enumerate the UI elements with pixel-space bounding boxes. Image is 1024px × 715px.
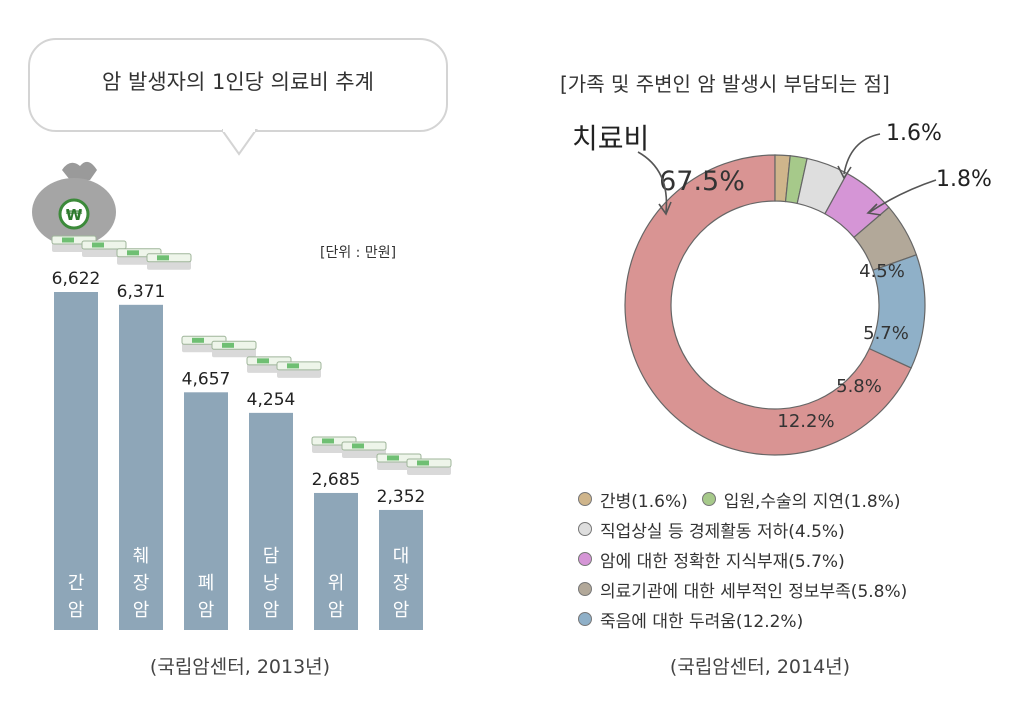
- title-bubble: [28, 38, 448, 132]
- cash-stack-icon: [181, 335, 257, 358]
- bar-6: [379, 509, 423, 630]
- callout-label-1-6: 1.6%: [886, 121, 942, 146]
- legend-swatch-5: [578, 582, 592, 596]
- won-symbol: ₩: [66, 206, 83, 224]
- bar-3: [184, 392, 228, 630]
- legend-row: 죽음에 대한 두려움(12.2%): [578, 604, 907, 634]
- legend-label-6: 죽음에 대한 두려움(12.2%): [600, 611, 804, 632]
- bar-value-label-2: 6,371: [117, 282, 166, 302]
- cash-stack-icon: [246, 356, 322, 378]
- bar-chart: ₩ [단위 : 만원] 6,622 간 암 6,371 췌 장 암 4,657 폐 암 4,254 담…: [32, 161, 452, 630]
- cash-stack-icon: [376, 453, 452, 475]
- donut-value-label-4: 4.5%: [859, 261, 905, 282]
- legend-label-5: 의료기관에 대한 세부적인 정보부족(5.8%): [600, 581, 908, 602]
- bar-2: [119, 304, 163, 630]
- legend-row: 간병(1.6%) 입원,수술의 지연(1.8%): [578, 484, 907, 514]
- donut-labels: 67.5% 4.5% 5.7% 5.8%12.2%: [659, 166, 909, 432]
- bubble-tail: [222, 128, 258, 156]
- legend-swatch-4: [578, 552, 592, 566]
- pie-chart-title: [가족 및 주변인 암 발생시 부담되는 점]: [560, 72, 890, 96]
- money-bag-icon: ₩: [32, 161, 116, 246]
- callout-arrow-main: [637, 151, 668, 213]
- legend-row: 의료기관에 대한 세부적인 정보부족(5.8%): [578, 574, 907, 604]
- legend-row: 직업상실 등 경제활동 저하(4.5%): [578, 514, 907, 544]
- legend-swatch-2: [701, 492, 716, 506]
- callout-arrow-1-6: [843, 133, 881, 175]
- legend-swatch-3: [578, 522, 592, 536]
- legend-label-2: 입원,수술의 지연(1.8%): [723, 491, 901, 512]
- legend-label-4: 암에 대한 정확한 지식부재(5.7%): [600, 551, 845, 572]
- callout-arrow-1-8: [869, 179, 937, 213]
- legend-label-1: 간병(1.6%): [600, 491, 688, 512]
- cash-stack-icon: [116, 248, 192, 270]
- bar-value-label-4: 4,254: [247, 390, 296, 410]
- legend-label-3: 직업상실 등 경제활동 저하(4.5%): [600, 521, 845, 542]
- donut-slices: [624, 154, 926, 456]
- bar-value-label-3: 4,657: [182, 369, 231, 389]
- bars-group: 6,622 간 암 6,371 췌 장 암 4,657 폐 암 4,254 담 낭 암 2,685 위 암 2,3…: [51, 235, 452, 630]
- legend-swatch-1: [578, 492, 592, 506]
- legend-row: 암에 대한 정확한 지식부재(5.7%): [578, 544, 907, 574]
- cash-stack-icon: [311, 436, 387, 458]
- bar-4: [249, 412, 293, 630]
- bar-value-label-5: 2,685: [312, 470, 361, 490]
- donut-slice-1: [624, 154, 912, 456]
- bar-value-label-1: 6,622: [52, 269, 101, 289]
- donut-value-label-5: 5.7%: [863, 323, 909, 344]
- unit-label: [단위 : 만원]: [320, 245, 396, 261]
- callout-main-label: 치료비: [572, 122, 649, 155]
- donut-value-label-6: 5.8%: [836, 376, 882, 397]
- callout-label-1-8: 1.8%: [936, 167, 992, 192]
- pie-chart-source: (국립암센터, 2014년): [669, 656, 851, 678]
- bar-1: [54, 292, 98, 630]
- bar-chart-title: 암 발생자의 1인당 의료비 추계: [102, 70, 374, 94]
- donut-chart: 67.5% 4.5% 5.7% 5.8%12.2% 치료비 1.6% 1.8%: [572, 121, 992, 456]
- bar-5: [314, 492, 358, 630]
- pie-legend: 간병(1.6%) 입원,수술의 지연(1.8%) 직업상실 등 경제활동 저하(4.…: [578, 484, 907, 634]
- donut-value-label-1: 67.5%: [659, 166, 745, 197]
- bar-chart-source: (국립암센터, 2013년): [149, 656, 331, 678]
- legend-swatch-6: [578, 612, 592, 626]
- donut-value-label-7: 12.2%: [777, 411, 834, 432]
- donut-slice-7: [868, 254, 926, 369]
- cash-stack-icon: [51, 235, 127, 257]
- bar-value-label-6: 2,352: [377, 487, 426, 507]
